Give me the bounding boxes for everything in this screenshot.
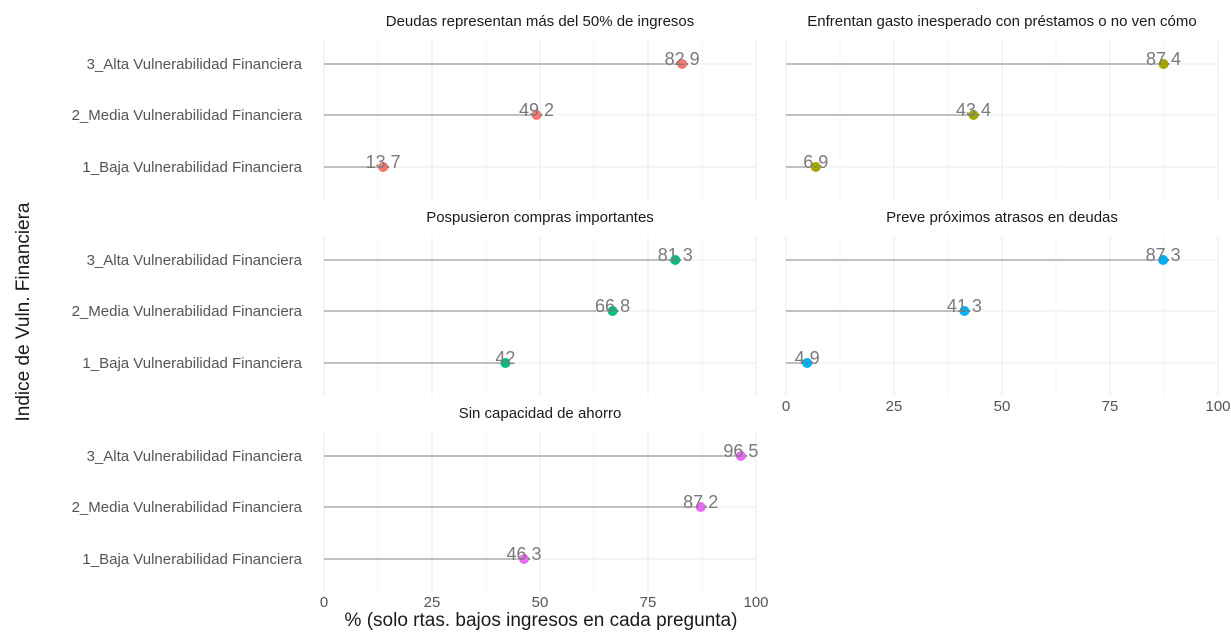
x-tick-label: 75 bbox=[1102, 398, 1119, 415]
data-label: 42 bbox=[495, 348, 515, 368]
x-tick-label: 50 bbox=[994, 398, 1011, 415]
data-label: 87.3 bbox=[1146, 245, 1181, 265]
data-label: 4.9 bbox=[795, 348, 820, 368]
panel: Preve próximos atrasos en deudas 87.3 41.3… bbox=[782, 209, 1231, 415]
data-point bbox=[677, 59, 688, 69]
x-tick-label: 25 bbox=[886, 398, 903, 415]
y-tick-label: 3_Alta Vulnerabilidad Financiera bbox=[87, 448, 303, 465]
y-tick-label: 3_Alta Vulnerabilidad Financiera bbox=[87, 252, 303, 269]
data-point bbox=[735, 451, 746, 461]
data-point bbox=[810, 162, 821, 172]
x-tick-label: 100 bbox=[743, 594, 768, 611]
panel: Deudas representan más del 50% de ingres… bbox=[72, 13, 757, 200]
data-label: 13.7 bbox=[366, 152, 401, 172]
panel-title: Sin capacidad de ahorro bbox=[459, 405, 622, 422]
y-tick-label: 1_Baja Vulnerabilidad Financiera bbox=[82, 159, 302, 176]
y-tick-label: 2_Media Vulnerabilidad Financiera bbox=[72, 499, 303, 516]
data-label: 46.3 bbox=[506, 544, 541, 564]
x-tick-label: 100 bbox=[1205, 398, 1230, 415]
panel-title: Enfrentan gasto inesperado con préstamos… bbox=[807, 13, 1196, 30]
data-point bbox=[670, 255, 681, 265]
data-point bbox=[1158, 255, 1169, 265]
y-tick-label: 3_Alta Vulnerabilidad Financiera bbox=[87, 56, 303, 73]
data-point bbox=[519, 554, 530, 564]
data-label: 96.5 bbox=[723, 441, 758, 461]
y-tick-label: 2_Media Vulnerabilidad Financiera bbox=[72, 303, 303, 320]
data-label: 43.4 bbox=[956, 100, 991, 120]
data-label: 49.2 bbox=[519, 100, 554, 120]
data-point bbox=[1158, 59, 1169, 69]
data-point bbox=[531, 110, 542, 120]
data-label: 41.3 bbox=[947, 296, 982, 316]
panel: Pospusieron compras importantes 3_Alta Vu… bbox=[72, 209, 757, 396]
data-point bbox=[959, 306, 970, 316]
data-label: 66.8 bbox=[595, 296, 630, 316]
chart-panels: Deudas representan más del 50% de ingres… bbox=[72, 13, 1231, 611]
data-point bbox=[968, 110, 979, 120]
data-label: 81.3 bbox=[658, 245, 693, 265]
x-tick-label: 50 bbox=[532, 594, 549, 611]
data-point bbox=[607, 306, 618, 316]
data-label: 87.4 bbox=[1146, 49, 1181, 69]
x-tick-label: 75 bbox=[640, 594, 657, 611]
panel: Enfrentan gasto inesperado con préstamos… bbox=[785, 13, 1219, 200]
panel-title: Deudas representan más del 50% de ingres… bbox=[386, 13, 695, 30]
y-tick-label: 2_Media Vulnerabilidad Financiera bbox=[72, 107, 303, 124]
panel: Sin capacidad de ahorro 3_Alta Vulnerabil… bbox=[72, 405, 769, 611]
data-point bbox=[695, 502, 706, 512]
x-tick-label: 25 bbox=[424, 594, 441, 611]
x-tick-label: 0 bbox=[320, 594, 328, 611]
panel-title: Preve próximos atrasos en deudas bbox=[886, 209, 1118, 226]
data-point bbox=[500, 358, 511, 368]
y-axis-title: Indice de Vuln. Financiera bbox=[13, 202, 34, 421]
data-label: 82.9 bbox=[665, 49, 700, 69]
x-tick-label: 0 bbox=[782, 398, 790, 415]
data-label: 87.2 bbox=[683, 492, 718, 512]
x-axis-title: % (solo rtas. bajos ingresos en cada pre… bbox=[345, 610, 738, 631]
y-tick-label: 1_Baja Vulnerabilidad Financiera bbox=[82, 355, 302, 372]
data-point bbox=[802, 358, 813, 368]
data-point bbox=[378, 162, 389, 172]
y-tick-label: 1_Baja Vulnerabilidad Financiera bbox=[82, 551, 302, 568]
panel-title: Pospusieron compras importantes bbox=[426, 209, 654, 226]
data-label: 6.9 bbox=[803, 152, 828, 172]
